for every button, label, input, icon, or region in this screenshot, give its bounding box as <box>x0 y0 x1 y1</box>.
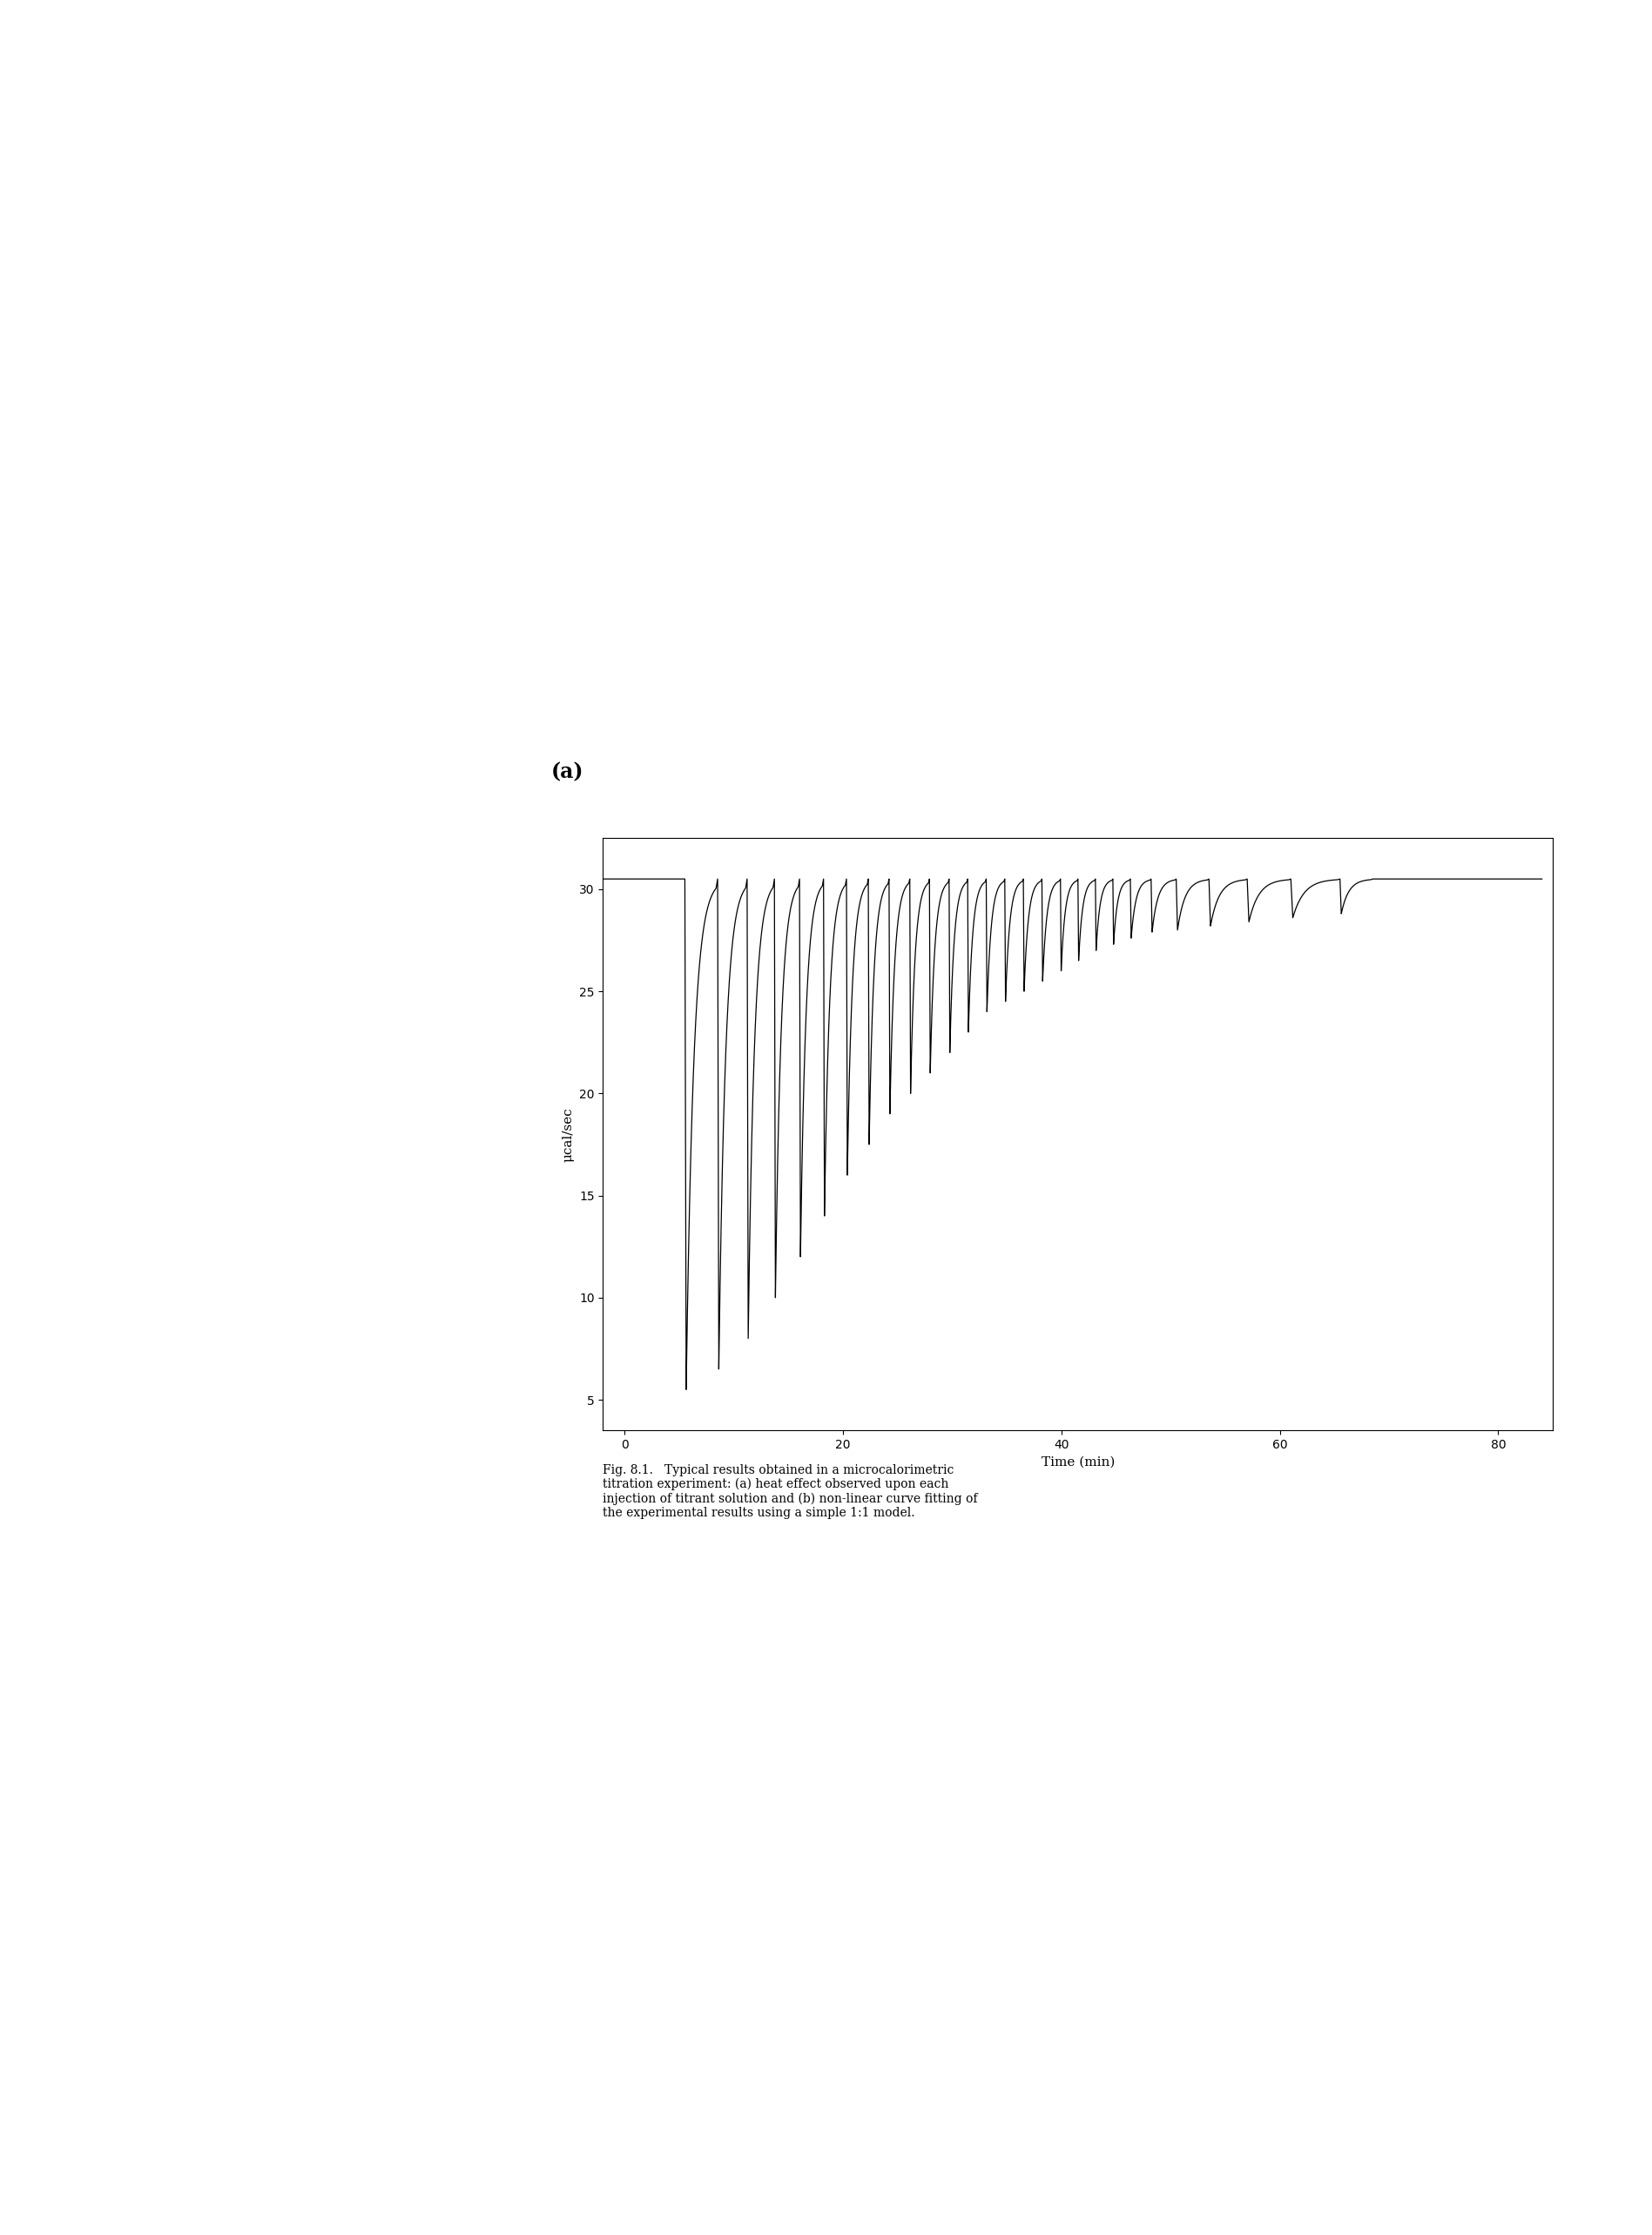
Text: (a): (a) <box>550 762 583 782</box>
Y-axis label: μcal/sec: μcal/sec <box>562 1106 575 1162</box>
X-axis label: Time (min): Time (min) <box>1041 1455 1115 1468</box>
Text: Fig. 8.1.   Typical results obtained in a microcalorimetric
titration experiment: Fig. 8.1. Typical results obtained in a … <box>603 1464 978 1520</box>
